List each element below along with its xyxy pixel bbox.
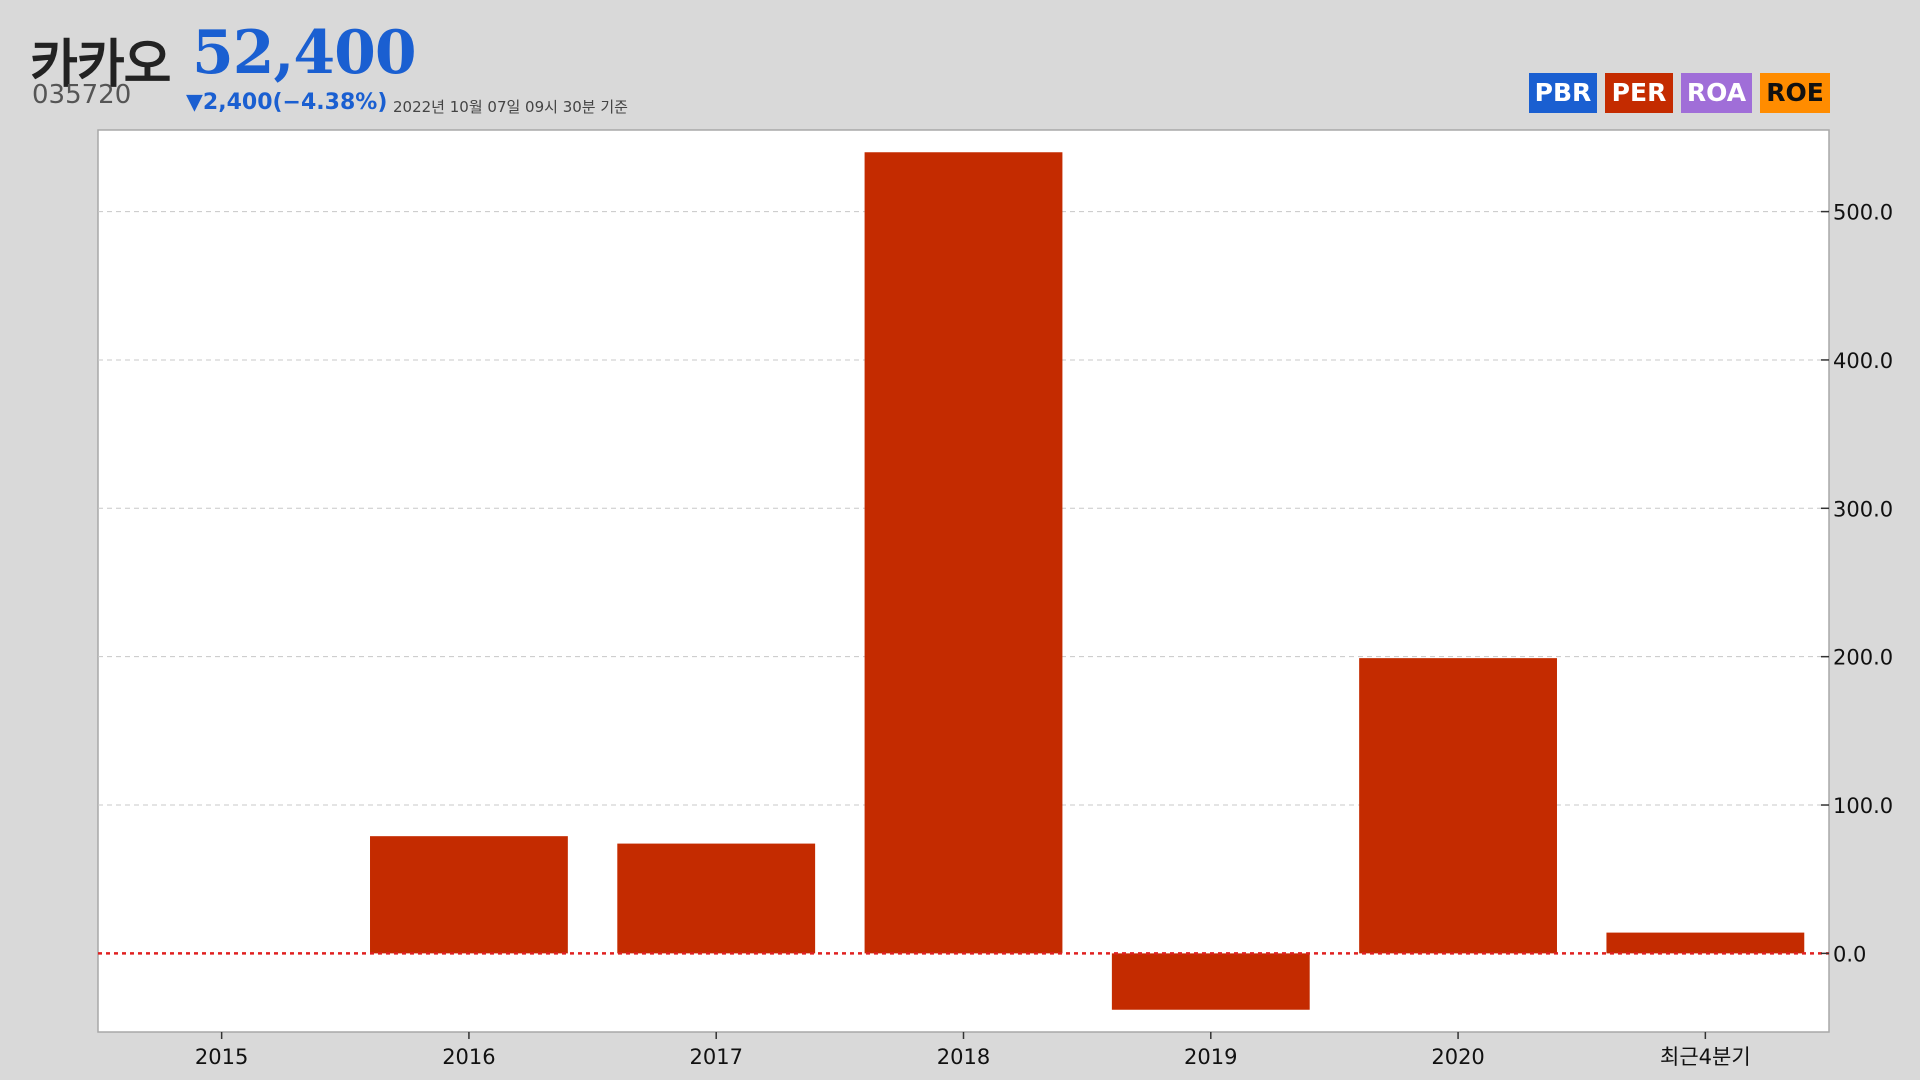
- bar-2020[interactable]: [1359, 658, 1557, 954]
- bar-최근4분기[interactable]: [1606, 932, 1805, 954]
- x-tick-label: 2019: [1184, 1045, 1237, 1069]
- x-tick-label: 2018: [937, 1045, 990, 1069]
- y-tick-label: 300.0: [1833, 497, 1893, 521]
- y-tick-label: 500.0: [1833, 201, 1893, 225]
- x-tick-label: 2017: [689, 1045, 742, 1069]
- x-tick-label: 2015: [195, 1045, 248, 1069]
- y-tick-label: 200.0: [1833, 646, 1893, 670]
- tab-roe[interactable]: ROE: [1760, 73, 1830, 113]
- y-tick-label: 400.0: [1833, 349, 1893, 373]
- bar-2016[interactable]: [370, 836, 568, 954]
- y-tick-label: 100.0: [1833, 794, 1893, 818]
- stock-price: 52,400: [192, 18, 417, 88]
- tab-per[interactable]: PER: [1605, 73, 1673, 113]
- y-tick-label: 0.0: [1833, 942, 1866, 966]
- bar-2017[interactable]: [617, 843, 816, 954]
- timestamp: 2022년 10월 07일 09시 30분 기준: [393, 98, 628, 116]
- tab-roa[interactable]: ROA: [1681, 73, 1752, 113]
- price-change: ▼2,400(−4.38%): [186, 90, 388, 115]
- bar-2019[interactable]: [1111, 953, 1310, 1010]
- stock-name: 카카오: [30, 35, 172, 95]
- x-tick-label: 2020: [1431, 1045, 1484, 1069]
- tab-pbr[interactable]: PBR: [1529, 73, 1597, 113]
- x-tick-label: 2016: [442, 1045, 495, 1069]
- stock-code: 035720: [32, 80, 132, 110]
- bar-2018[interactable]: [864, 152, 1063, 954]
- x-tick-label: 최근4분기: [1660, 1045, 1751, 1069]
